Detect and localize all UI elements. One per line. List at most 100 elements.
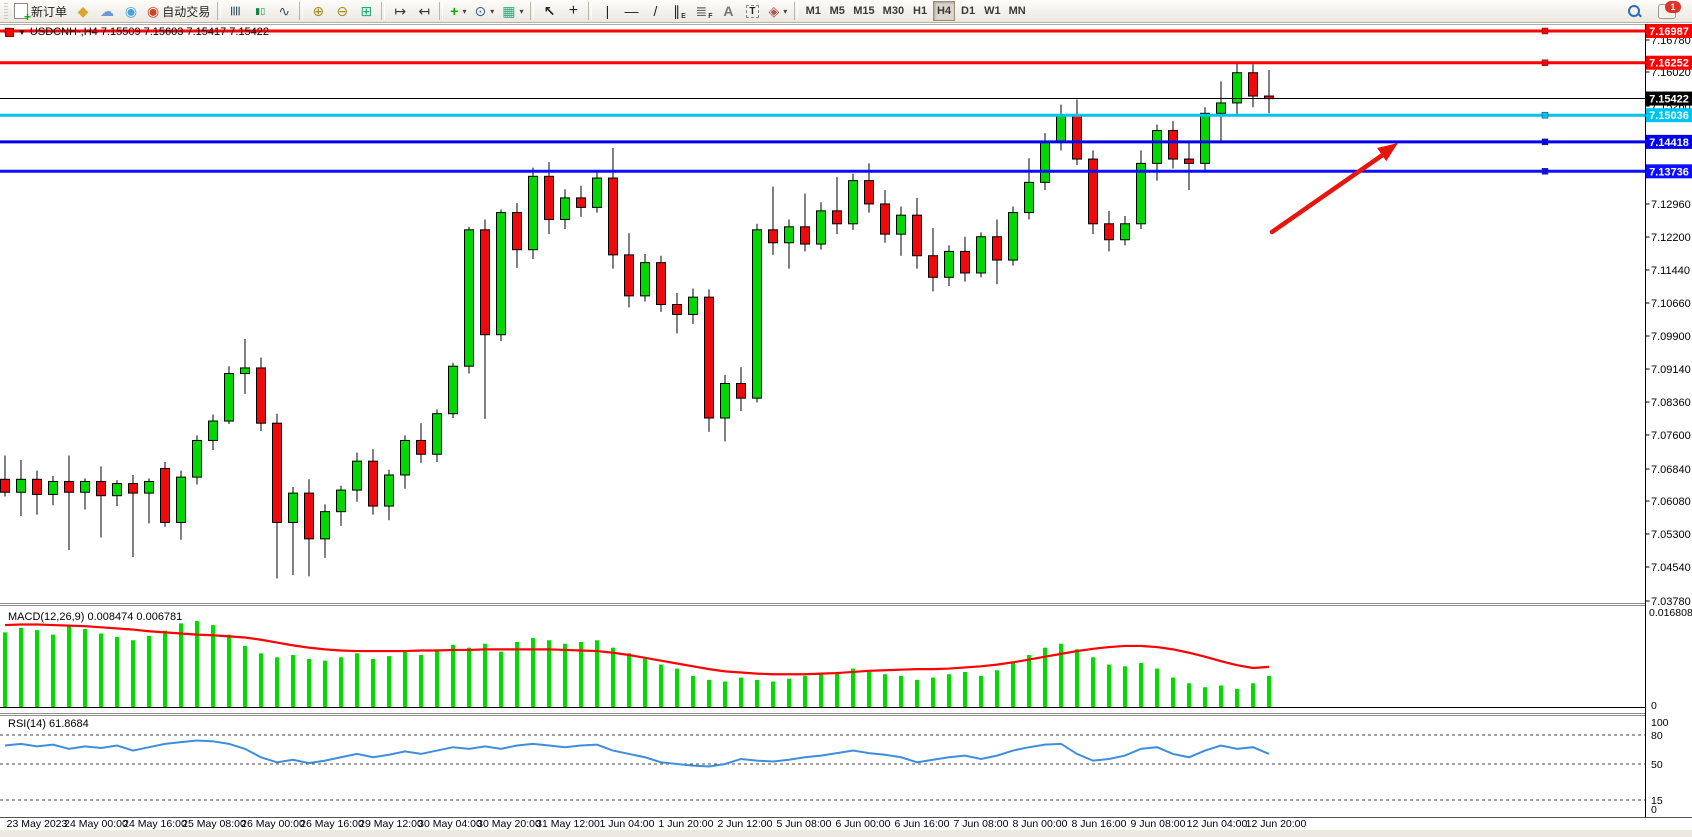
line-drag-marker[interactable] <box>1541 27 1549 35</box>
candlestick <box>672 292 682 334</box>
channel-button[interactable]: ∥ E <box>668 1 690 21</box>
macd-histogram-bar <box>1251 683 1255 707</box>
auto-scroll-button[interactable]: ↦ <box>389 1 411 21</box>
timeframe-m1-button[interactable]: M1 <box>802 1 824 21</box>
zoom-out-button[interactable]: ⊖ <box>331 1 353 21</box>
bar-chart-button[interactable]: ≣ <box>225 1 247 21</box>
zoom-in-button[interactable]: ⊕ <box>307 1 329 21</box>
macd-histogram-bar <box>579 642 583 707</box>
cursor-button[interactable]: ↖ <box>538 1 560 21</box>
crosshair-button[interactable]: + <box>562 1 584 21</box>
macd-histogram-bar <box>163 630 167 707</box>
chevron-down-icon: ▾ <box>783 6 788 16</box>
tile-windows-button[interactable]: ⊞ <box>355 1 377 21</box>
time-axis-label: 2 Jun 12:00 <box>718 818 773 830</box>
community-button[interactable]: ☁ <box>96 1 118 21</box>
macd-histogram-bar <box>67 625 71 707</box>
macd-histogram-bar <box>3 632 7 707</box>
candlestick <box>96 466 106 538</box>
toolbar: + 新订单 ◆ ☁ ◉ ◉ 自动交易 ≣ ▮▯ ∿ ⊕ ⊖ ⊞ ↦ ↤ + ▾ ⊙… <box>0 0 1692 23</box>
macd-histogram-bar <box>275 657 279 707</box>
price-axis[interactable]: 7.167807.160207.152607.129607.122007.114… <box>1645 35 1691 608</box>
price-tick-label: 7.06080 <box>1651 496 1691 508</box>
templates-button[interactable]: ▦ ▾ <box>499 1 526 21</box>
rsi-level-label: 15 <box>1651 795 1663 807</box>
candlestick <box>128 474 138 557</box>
timeframe-label: MN <box>1008 5 1026 17</box>
macd-histogram-bar <box>291 655 295 707</box>
macd-histogram-bar <box>1075 649 1079 707</box>
vertical-line-button[interactable]: | <box>596 1 618 21</box>
trend-arrow[interactable] <box>1269 143 1398 235</box>
horizontal-line-button[interactable]: — <box>620 1 642 21</box>
chart-canvas[interactable]: 7.167807.160207.152607.129607.122007.114… <box>0 24 1692 837</box>
toolbar-grip[interactable] <box>4 3 8 19</box>
macd-histogram-bar <box>323 660 327 707</box>
candlestick <box>256 357 266 431</box>
text-tool-button[interactable]: A <box>717 1 739 21</box>
line-anchor-marker[interactable] <box>5 27 14 37</box>
line-drag-marker[interactable] <box>1541 59 1549 66</box>
chart-window[interactable]: 7.16780 7.16020 7.15260 7.12960 7.12200 7.114… <box>0 24 1692 837</box>
candlestick <box>464 226 474 374</box>
line-drag-marker[interactable] <box>1541 111 1549 119</box>
symbol-dropdown-icon[interactable]: ▼ <box>18 27 26 37</box>
timeframe-w1-button[interactable]: W1 <box>981 1 1004 21</box>
indicators-button[interactable]: + ▾ <box>447 1 469 21</box>
chart-shift-button[interactable]: ↤ <box>413 1 435 21</box>
macd-histogram-bar <box>371 658 375 707</box>
timeframe-m15-button[interactable]: M15 <box>850 1 877 21</box>
time-axis-label: 26 May 16:00 <box>300 818 364 830</box>
autotrade-button[interactable]: ◉ 自动交易 <box>144 1 213 21</box>
new-order-button[interactable]: + 新订单 <box>11 1 70 23</box>
macd-histogram-bar <box>1027 655 1031 707</box>
horizontal-lines[interactable] <box>0 27 1646 175</box>
candlesticks <box>0 62 1274 579</box>
candlestick <box>992 219 1002 285</box>
candlestick <box>32 470 42 515</box>
timeframe-d1-button[interactable]: D1 <box>957 1 979 21</box>
price-line-label: 7.15036 <box>1649 110 1689 122</box>
price-line-label: 7.15422 <box>1649 94 1689 106</box>
toolbar-separator <box>794 2 799 20</box>
mql5-button[interactable]: ◆ <box>72 1 94 21</box>
timeframe-m5-button[interactable]: M5 <box>826 1 848 21</box>
periods-button[interactable]: ⊙ ▾ <box>471 1 497 21</box>
candlestick-button[interactable]: ▮▯ <box>249 1 271 21</box>
macd-histogram-bar <box>179 623 183 707</box>
macd-histogram-bar <box>979 675 983 707</box>
candlestick <box>1104 210 1114 252</box>
line-drag-marker[interactable] <box>1541 168 1549 175</box>
trendline-button[interactable]: / <box>644 1 666 21</box>
macd-histogram-bar <box>1107 664 1111 707</box>
candlestick <box>384 469 394 521</box>
arrow-shaft[interactable] <box>1269 151 1387 235</box>
candlestick <box>624 233 634 308</box>
search-button[interactable] <box>1623 1 1645 21</box>
rsi-level-label: 100 <box>1651 717 1669 729</box>
macd-histogram-bar <box>403 651 407 707</box>
arrow-head[interactable] <box>1377 143 1398 162</box>
timeframe-m30-button[interactable]: M30 <box>880 1 907 21</box>
timeframe-h1-button[interactable]: H1 <box>909 1 931 21</box>
label-tool-button[interactable]: T <box>741 1 763 21</box>
line-chart-button[interactable]: ∿ <box>273 1 295 21</box>
time-axis-label: 23 May 2023 <box>7 818 68 830</box>
macd-histogram-bar <box>611 647 615 707</box>
shapes-button[interactable]: ◈ ▾ <box>765 1 790 21</box>
timeframe-h4-button[interactable]: H4 <box>933 1 956 21</box>
macd-histogram-bar <box>259 653 263 707</box>
candlestick <box>272 413 282 579</box>
time-axis-label: 30 May 04:00 <box>418 818 482 830</box>
candlestick <box>400 435 410 489</box>
candlestick <box>224 366 234 425</box>
notifications-button[interactable]: 1 <box>1655 0 1681 21</box>
line-drag-marker[interactable] <box>1541 138 1549 146</box>
candlestick <box>608 147 618 269</box>
timeframe-mn-button[interactable]: MN <box>1006 1 1029 21</box>
candlestick <box>320 504 330 558</box>
fibonacci-button[interactable]: ≣ F <box>692 1 715 21</box>
signals-button[interactable]: ◉ <box>120 1 142 21</box>
toolbar-separator <box>217 2 222 20</box>
